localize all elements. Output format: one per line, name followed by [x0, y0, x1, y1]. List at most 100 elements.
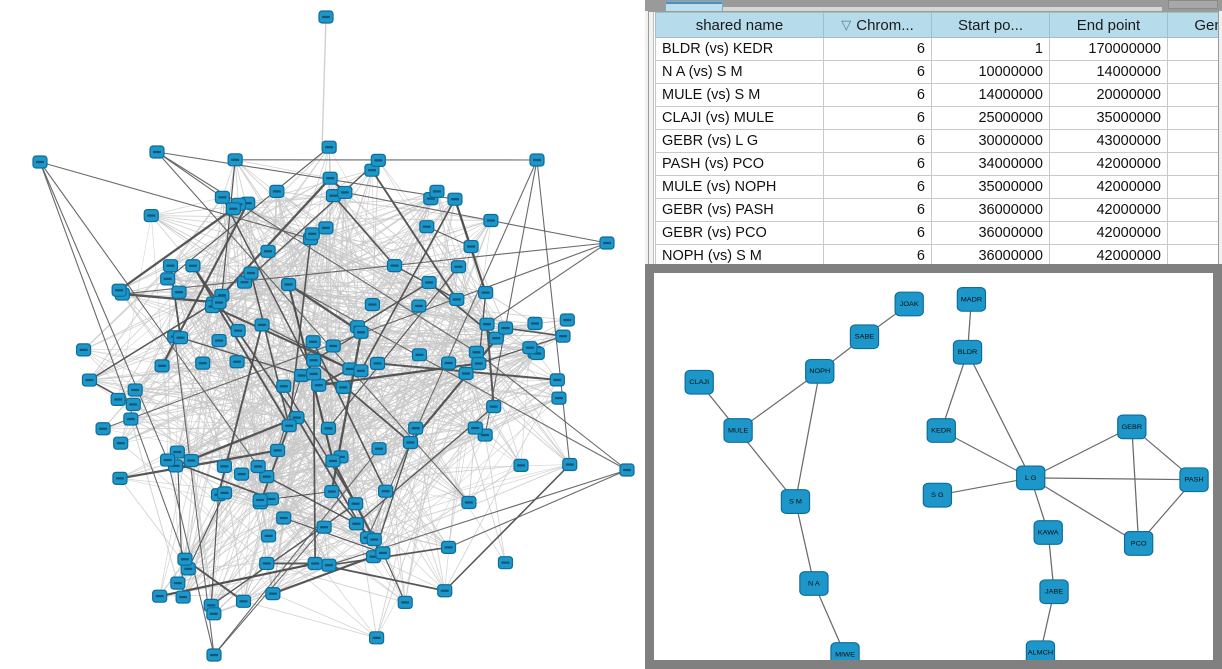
main-network-edge[interactable]: [89, 265, 395, 381]
node-shape[interactable]: [1016, 465, 1046, 491]
main-network-edge[interactable]: [118, 207, 235, 292]
main-network-node[interactable]: [458, 366, 474, 381]
subnetwork-edge[interactable]: [794, 371, 821, 502]
main-network-node[interactable]: [250, 459, 266, 474]
edge-table-wrapper[interactable]: shared name ▽ Chrom... Start po... End po…: [648, 11, 1219, 267]
main-network-node[interactable]: [159, 453, 176, 467]
table-row[interactable]: MULE (vs) NOPH6350000004200000010.5: [655, 175, 1218, 199]
main-network-node[interactable]: [254, 318, 270, 332]
cell-shared_name[interactable]: MULE (vs) NOPH: [655, 175, 824, 199]
main-network-node[interactable]: [321, 140, 337, 154]
main-network-node[interactable]: [177, 552, 193, 566]
cell-start_point[interactable]: 25000000: [931, 106, 1050, 130]
table-row[interactable]: GEBR (vs) PASH636000000420000008.9: [655, 198, 1218, 222]
main-network-node[interactable]: [486, 400, 502, 414]
main-network-node[interactable]: [348, 517, 364, 531]
subnetwork-node[interactable]: KAWA: [1033, 520, 1063, 545]
main-network-node[interactable]: [152, 589, 168, 603]
main-network-edge[interactable]: [436, 191, 486, 436]
cell-start_point[interactable]: 36000000: [931, 198, 1050, 222]
main-network-node[interactable]: [170, 576, 186, 590]
main-network-node[interactable]: [113, 436, 129, 450]
main-network-node[interactable]: [185, 259, 201, 273]
subnetwork-node[interactable]: PASH: [1179, 467, 1209, 493]
main-network-edge[interactable]: [221, 159, 236, 296]
main-network-edge[interactable]: [83, 265, 171, 351]
main-network-node[interactable]: [437, 584, 453, 598]
main-network-edge[interactable]: [83, 345, 334, 351]
main-network-edge[interactable]: [192, 265, 291, 427]
main-network-edge[interactable]: [373, 220, 492, 540]
main-network-node[interactable]: [325, 454, 341, 468]
node-shape[interactable]: [926, 418, 956, 443]
main-network-edge[interactable]: [210, 266, 459, 606]
main-network-edge[interactable]: [373, 352, 477, 557]
main-network-edge[interactable]: [243, 563, 316, 602]
main-network-node[interactable]: [478, 285, 494, 300]
table-body[interactable]: BLDR (vs) KEDR61170000000192.0N A (vs) S…: [655, 37, 1218, 266]
main-network-edge[interactable]: [288, 284, 470, 503]
main-network-edge[interactable]: [151, 196, 223, 216]
main-network-node[interactable]: [260, 244, 276, 258]
main-network-node[interactable]: [229, 355, 245, 369]
main-network-node[interactable]: [479, 317, 495, 331]
main-network-edge[interactable]: [478, 363, 494, 407]
cell-genetic[interactable]: 7.5: [1167, 83, 1218, 107]
main-network-node[interactable]: [441, 356, 457, 370]
main-network-node[interactable]: [322, 171, 338, 185]
main-network-edge[interactable]: [250, 272, 530, 348]
main-network-edge[interactable]: [213, 386, 285, 614]
main-network-edge[interactable]: [156, 151, 456, 200]
main-network-node[interactable]: [325, 339, 341, 353]
main-network-node[interactable]: [183, 453, 199, 468]
main-network-edge[interactable]: [182, 370, 362, 598]
main-network-edge[interactable]: [39, 161, 311, 240]
node-shape[interactable]: [922, 482, 953, 508]
main-network-edge[interactable]: [234, 159, 411, 443]
main-network-edge[interactable]: [312, 341, 387, 492]
table-row[interactable]: NOPH (vs) S M636000000420000009.9: [655, 244, 1218, 266]
subnetwork-edge[interactable]: [1131, 426, 1140, 544]
main-network-edge[interactable]: [184, 466, 259, 560]
main-network-node[interactable]: [172, 331, 189, 345]
main-network-node[interactable]: [75, 343, 92, 357]
cell-genetic[interactable]: 10.5: [1167, 175, 1218, 199]
main-network-edge[interactable]: [536, 159, 571, 465]
cell-shared_name[interactable]: BLDR (vs) KEDR: [655, 37, 824, 61]
main-network-node[interactable]: [378, 484, 394, 498]
main-network-node[interactable]: [449, 292, 465, 307]
subnetwork-node[interactable]: JOAK: [894, 291, 924, 317]
main-network-edge[interactable]: [167, 191, 438, 280]
main-network-node[interactable]: [366, 532, 382, 547]
main-network-edge[interactable]: [184, 323, 488, 560]
main-network-edge[interactable]: [83, 349, 284, 387]
main-network-edge[interactable]: [210, 386, 285, 606]
main-network-edge[interactable]: [344, 191, 608, 244]
main-network-edge[interactable]: [343, 379, 558, 388]
main-network-edge[interactable]: [468, 379, 558, 503]
main-network-edge[interactable]: [178, 195, 334, 293]
main-network-node[interactable]: [497, 321, 514, 335]
subnetwork-node[interactable]: KEDR: [926, 418, 956, 443]
main-network-edge[interactable]: [409, 327, 507, 444]
cell-end_point[interactable]: 42000000: [1049, 244, 1168, 266]
cell-end_point[interactable]: 170000000: [1049, 37, 1168, 61]
main-network-edge[interactable]: [371, 169, 458, 300]
cell-start_point[interactable]: 34000000: [931, 152, 1050, 176]
subnetwork-node[interactable]: S M: [780, 489, 811, 514]
main-network-edge[interactable]: [130, 418, 290, 427]
node-shape[interactable]: [956, 287, 987, 312]
main-network-edge[interactable]: [119, 478, 189, 570]
main-network-node[interactable]: [419, 220, 435, 234]
node-shape[interactable]: [1025, 640, 1056, 660]
subnetwork-node[interactable]: N A: [799, 571, 829, 596]
main-network-node[interactable]: [397, 595, 413, 609]
main-network-edge[interactable]: [175, 198, 432, 467]
column-header-chromosome[interactable]: ▽ Chrom...: [823, 12, 932, 38]
cell-end_point[interactable]: 20000000: [1049, 83, 1168, 107]
tab-edge-table[interactable]: [665, 1, 723, 11]
main-network-node[interactable]: [95, 422, 111, 436]
main-network-edge[interactable]: [167, 278, 330, 566]
main-network-edge[interactable]: [382, 552, 406, 603]
main-network-node[interactable]: [467, 421, 483, 435]
